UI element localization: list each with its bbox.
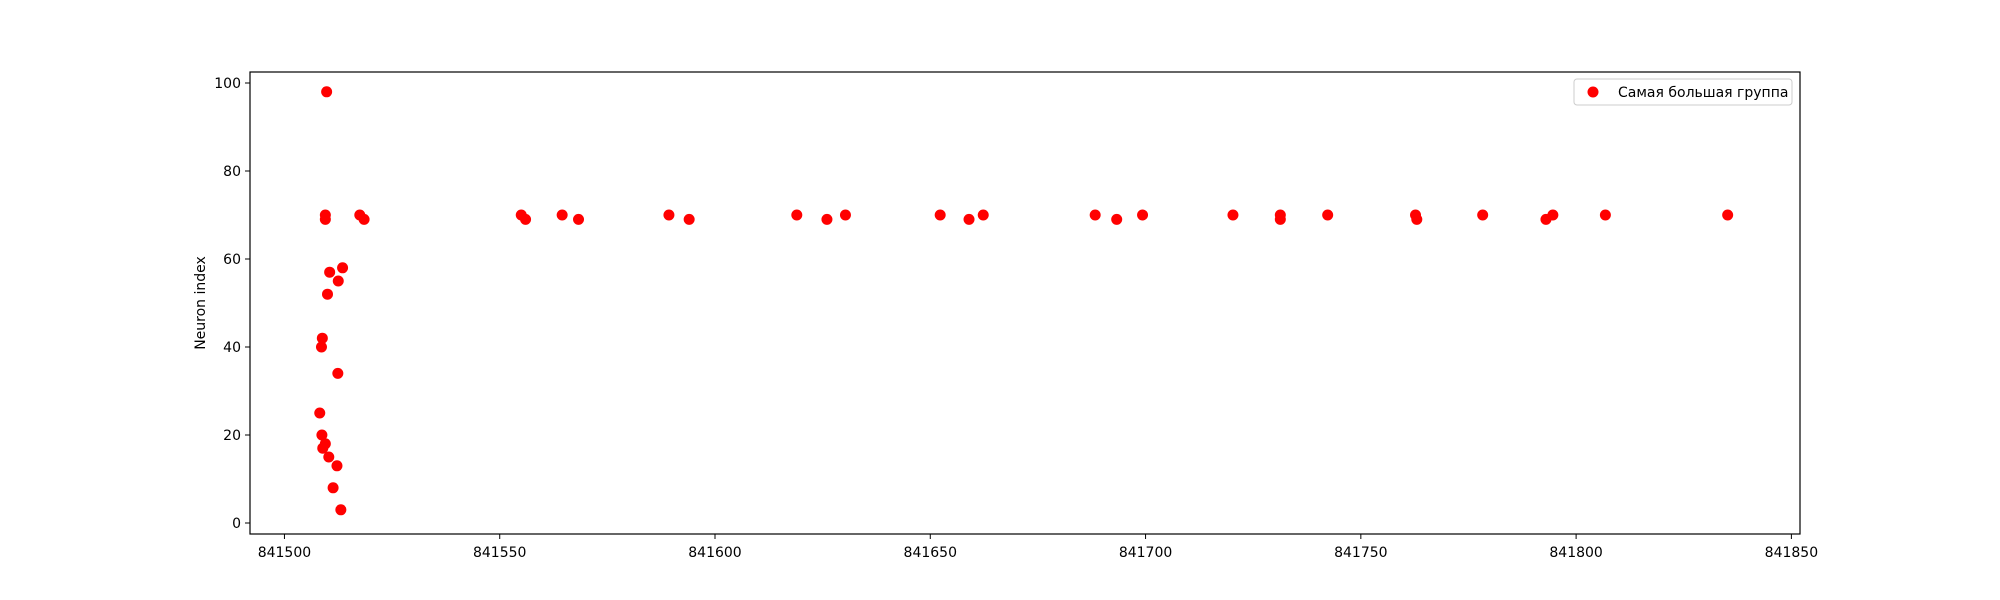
data-point (358, 213, 370, 225)
x-tick-label: 841700 (1119, 545, 1172, 561)
data-point (663, 209, 675, 221)
data-point (556, 209, 568, 221)
legend-box (1573, 78, 1793, 106)
data-point (1227, 209, 1239, 221)
data-point (322, 288, 333, 300)
y-tick-label: 0 (232, 516, 241, 532)
plot-area (250, 72, 1800, 534)
x-tick-label: 841800 (1549, 545, 1602, 561)
data-point (327, 482, 339, 494)
y-tick-label: 20 (223, 428, 241, 444)
x-tick-label: 841550 (473, 545, 526, 561)
data-point (791, 209, 803, 221)
data-point (1274, 213, 1286, 225)
data-point (319, 213, 331, 225)
data-point (321, 86, 333, 98)
data-point (1111, 213, 1123, 225)
data-point (323, 451, 335, 463)
y-tick-label: 80 (223, 164, 241, 180)
data-point (1411, 213, 1423, 225)
data-point (337, 262, 349, 274)
x-axis: 841500 841550 841600 841650 841700 841750 8418… (258, 534, 1818, 561)
legend: Самая большая группа (1573, 78, 1793, 106)
x-tick-label: 841600 (688, 545, 741, 561)
legend-marker (1587, 86, 1599, 98)
data-point (1547, 209, 1559, 221)
legend-label: Самая большая группа (1618, 85, 1788, 101)
data-point (963, 213, 975, 225)
data-point (335, 504, 347, 516)
x-tick-label: 841500 (258, 545, 311, 561)
data-point (1477, 209, 1489, 221)
y-tick-label: 100 (214, 76, 241, 92)
data-point (332, 275, 344, 287)
y-tick-label: 60 (223, 252, 241, 268)
data-point (317, 442, 329, 454)
data-point (1599, 209, 1611, 221)
data-point (1722, 209, 1734, 221)
data-point (839, 209, 851, 221)
data-point (315, 341, 327, 353)
y-tick-label: 40 (223, 340, 241, 356)
axes-frame (249, 71, 1801, 535)
data-point (977, 209, 989, 221)
data-point (332, 367, 344, 379)
data-point (324, 266, 336, 278)
data-point (316, 332, 328, 344)
data-point (683, 213, 695, 225)
x-tick-label: 841650 (904, 545, 957, 561)
x-tick-label: 841850 (1765, 545, 1818, 561)
data-point (821, 213, 833, 225)
data-point (1322, 209, 1334, 221)
data-point (314, 407, 326, 419)
data-point (1089, 209, 1101, 221)
data-point (316, 429, 328, 441)
data-point (520, 213, 532, 225)
data-points (314, 86, 1734, 516)
data-point (934, 209, 946, 221)
x-tick-label: 841750 (1334, 545, 1387, 561)
data-point (573, 213, 585, 225)
data-point (1137, 209, 1149, 221)
data-point (331, 460, 343, 472)
y-axis: 0 20 40 60 80 100 (214, 76, 250, 532)
y-axis-title: Neuron index (193, 256, 209, 350)
